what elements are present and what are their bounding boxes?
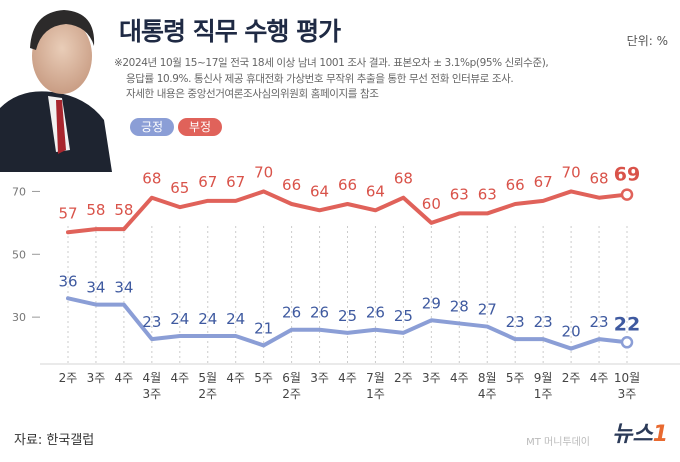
data-label-positive: 23 [142, 313, 161, 331]
x-tick-label: 1주 [366, 387, 385, 401]
data-label-positive: 29 [422, 294, 441, 312]
x-tick-label: 4주 [478, 387, 497, 401]
data-label-positive: 28 [450, 297, 469, 315]
survey-note-line: 자세한 내용은 중앙선거여론조사심의위원회 홈페이지를 참조 [126, 88, 379, 100]
series-line-positive [66, 296, 629, 351]
x-tick-label: 4주 [590, 371, 609, 385]
y-tick-label: 70 [12, 185, 26, 198]
data-label-positive: 23 [534, 313, 553, 331]
y-tick-label: 30 [12, 311, 26, 324]
x-tick-label: 2주 [562, 371, 581, 385]
logo-mark: 1 [652, 422, 668, 447]
data-label-negative: 58 [114, 201, 133, 219]
data-label-negative: 68 [394, 170, 413, 188]
data-label-positive: 24 [226, 310, 245, 328]
data-label-negative: 64 [366, 182, 385, 200]
x-tick-label: 2주 [198, 387, 217, 401]
watermark: MT 머니투데이 [526, 437, 590, 448]
x-tick-label: 5주 [506, 371, 525, 385]
data-label-negative: 57 [58, 204, 77, 222]
data-label-positive: 24 [170, 310, 189, 328]
data-label-negative: 66 [282, 176, 301, 194]
legend-negative: 부정 [178, 118, 223, 136]
data-label-negative: 68 [142, 170, 161, 188]
data-label-negative: 63 [478, 185, 497, 203]
x-tick-label: 6월 [282, 371, 301, 385]
x-tick-label: 4주 [338, 371, 357, 385]
x-tick-label: 4주 [115, 371, 134, 385]
x-tick-label: 9월 [534, 371, 553, 385]
x-tick-label: 4주 [450, 371, 469, 385]
survey-note-line: ※2024년 10월 15~17일 전국 18세 이상 남녀 1001 조사 결… [114, 57, 549, 69]
survey-note: ※2024년 10월 15~17일 전국 18세 이상 남녀 1001 조사 결… [114, 56, 674, 103]
data-label-negative: 63 [450, 185, 469, 203]
chart-title: 대통령 직무 수행 평가 [119, 17, 341, 46]
x-tick-label: 3주 [87, 371, 106, 385]
x-tick-label: 3주 [618, 387, 637, 401]
data-label-positive: 34 [114, 279, 133, 297]
x-tick-label: 4주 [170, 371, 189, 385]
data-point-positive [620, 336, 634, 349]
data-label-negative: 65 [170, 179, 189, 197]
data-label-positive: 26 [366, 304, 385, 322]
data-label-positive: 25 [338, 307, 357, 325]
data-label-negative: 67 [198, 173, 217, 191]
y-tick-label: 50 [12, 248, 26, 261]
data-label-positive: 25 [394, 307, 413, 325]
president-portrait [0, 0, 112, 172]
legend-positive: 긍정 [130, 118, 175, 136]
x-tick-label: 3주 [143, 387, 162, 401]
data-label-negative: 58 [86, 201, 105, 219]
data-label-negative: 66 [338, 176, 357, 194]
x-tick-label: 8월 [478, 371, 497, 385]
data-label-positive: 34 [86, 279, 105, 297]
data-label-positive: 24 [198, 310, 217, 328]
x-tick-label: 10월 [614, 371, 640, 385]
data-label-negative: 68 [590, 170, 609, 188]
x-tick-label: 5주 [254, 371, 273, 385]
approval-line-chart: 30 50 70 2주 3주 4주 4월 3주 4주 5월 2주 4주 5주 6월 2주 3주 4주 7월 1주 2주… [12, 163, 680, 401]
x-tick-label: 4주 [226, 371, 245, 385]
x-tick-label: 2주 [282, 387, 301, 401]
x-tick-label: 7월 [366, 371, 385, 385]
data-label-positive: 20 [562, 323, 581, 341]
data-label-positive: 26 [310, 304, 329, 322]
news1-logo: 뉴스1 [612, 416, 668, 448]
data-label-positive: 21 [254, 319, 273, 337]
data-label-positive: 26 [282, 304, 301, 322]
survey-note-line: 응답률 10.9%. 통신사 제공 휴대전화 가상번호 무작위 추출을 통한 무… [126, 72, 514, 85]
data-label-negative: 66 [506, 176, 525, 194]
source-label: 자료: 한국갤럽 [14, 433, 95, 448]
data-label-negative: 70 [254, 163, 273, 181]
data-label-negative: 67 [226, 173, 245, 191]
x-tick-label: 4월 [143, 371, 162, 385]
x-tick-label: 5월 [198, 371, 217, 385]
data-label-negative: 60 [422, 195, 441, 213]
data-point-negative [620, 188, 634, 201]
x-tick-label: 2주 [394, 371, 413, 385]
logo-text: 뉴스 [612, 422, 653, 447]
data-label-positive: 22 [614, 313, 640, 335]
data-label-negative: 69 [614, 164, 640, 186]
data-label-positive: 27 [478, 301, 497, 319]
x-tick-label: 3주 [422, 371, 441, 385]
data-label-negative: 67 [534, 173, 553, 191]
data-label-negative: 70 [562, 163, 581, 181]
x-tick-label: 3주 [310, 371, 329, 385]
x-tick-label: 1주 [534, 387, 553, 401]
unit-label: 단위: % [626, 34, 668, 48]
data-label-positive: 36 [58, 272, 77, 290]
series-line-negative [66, 189, 629, 235]
data-label-positive: 23 [590, 313, 609, 331]
data-label-negative: 64 [310, 182, 329, 200]
data-label-positive: 23 [506, 313, 525, 331]
x-tick-label: 2주 [59, 371, 78, 385]
